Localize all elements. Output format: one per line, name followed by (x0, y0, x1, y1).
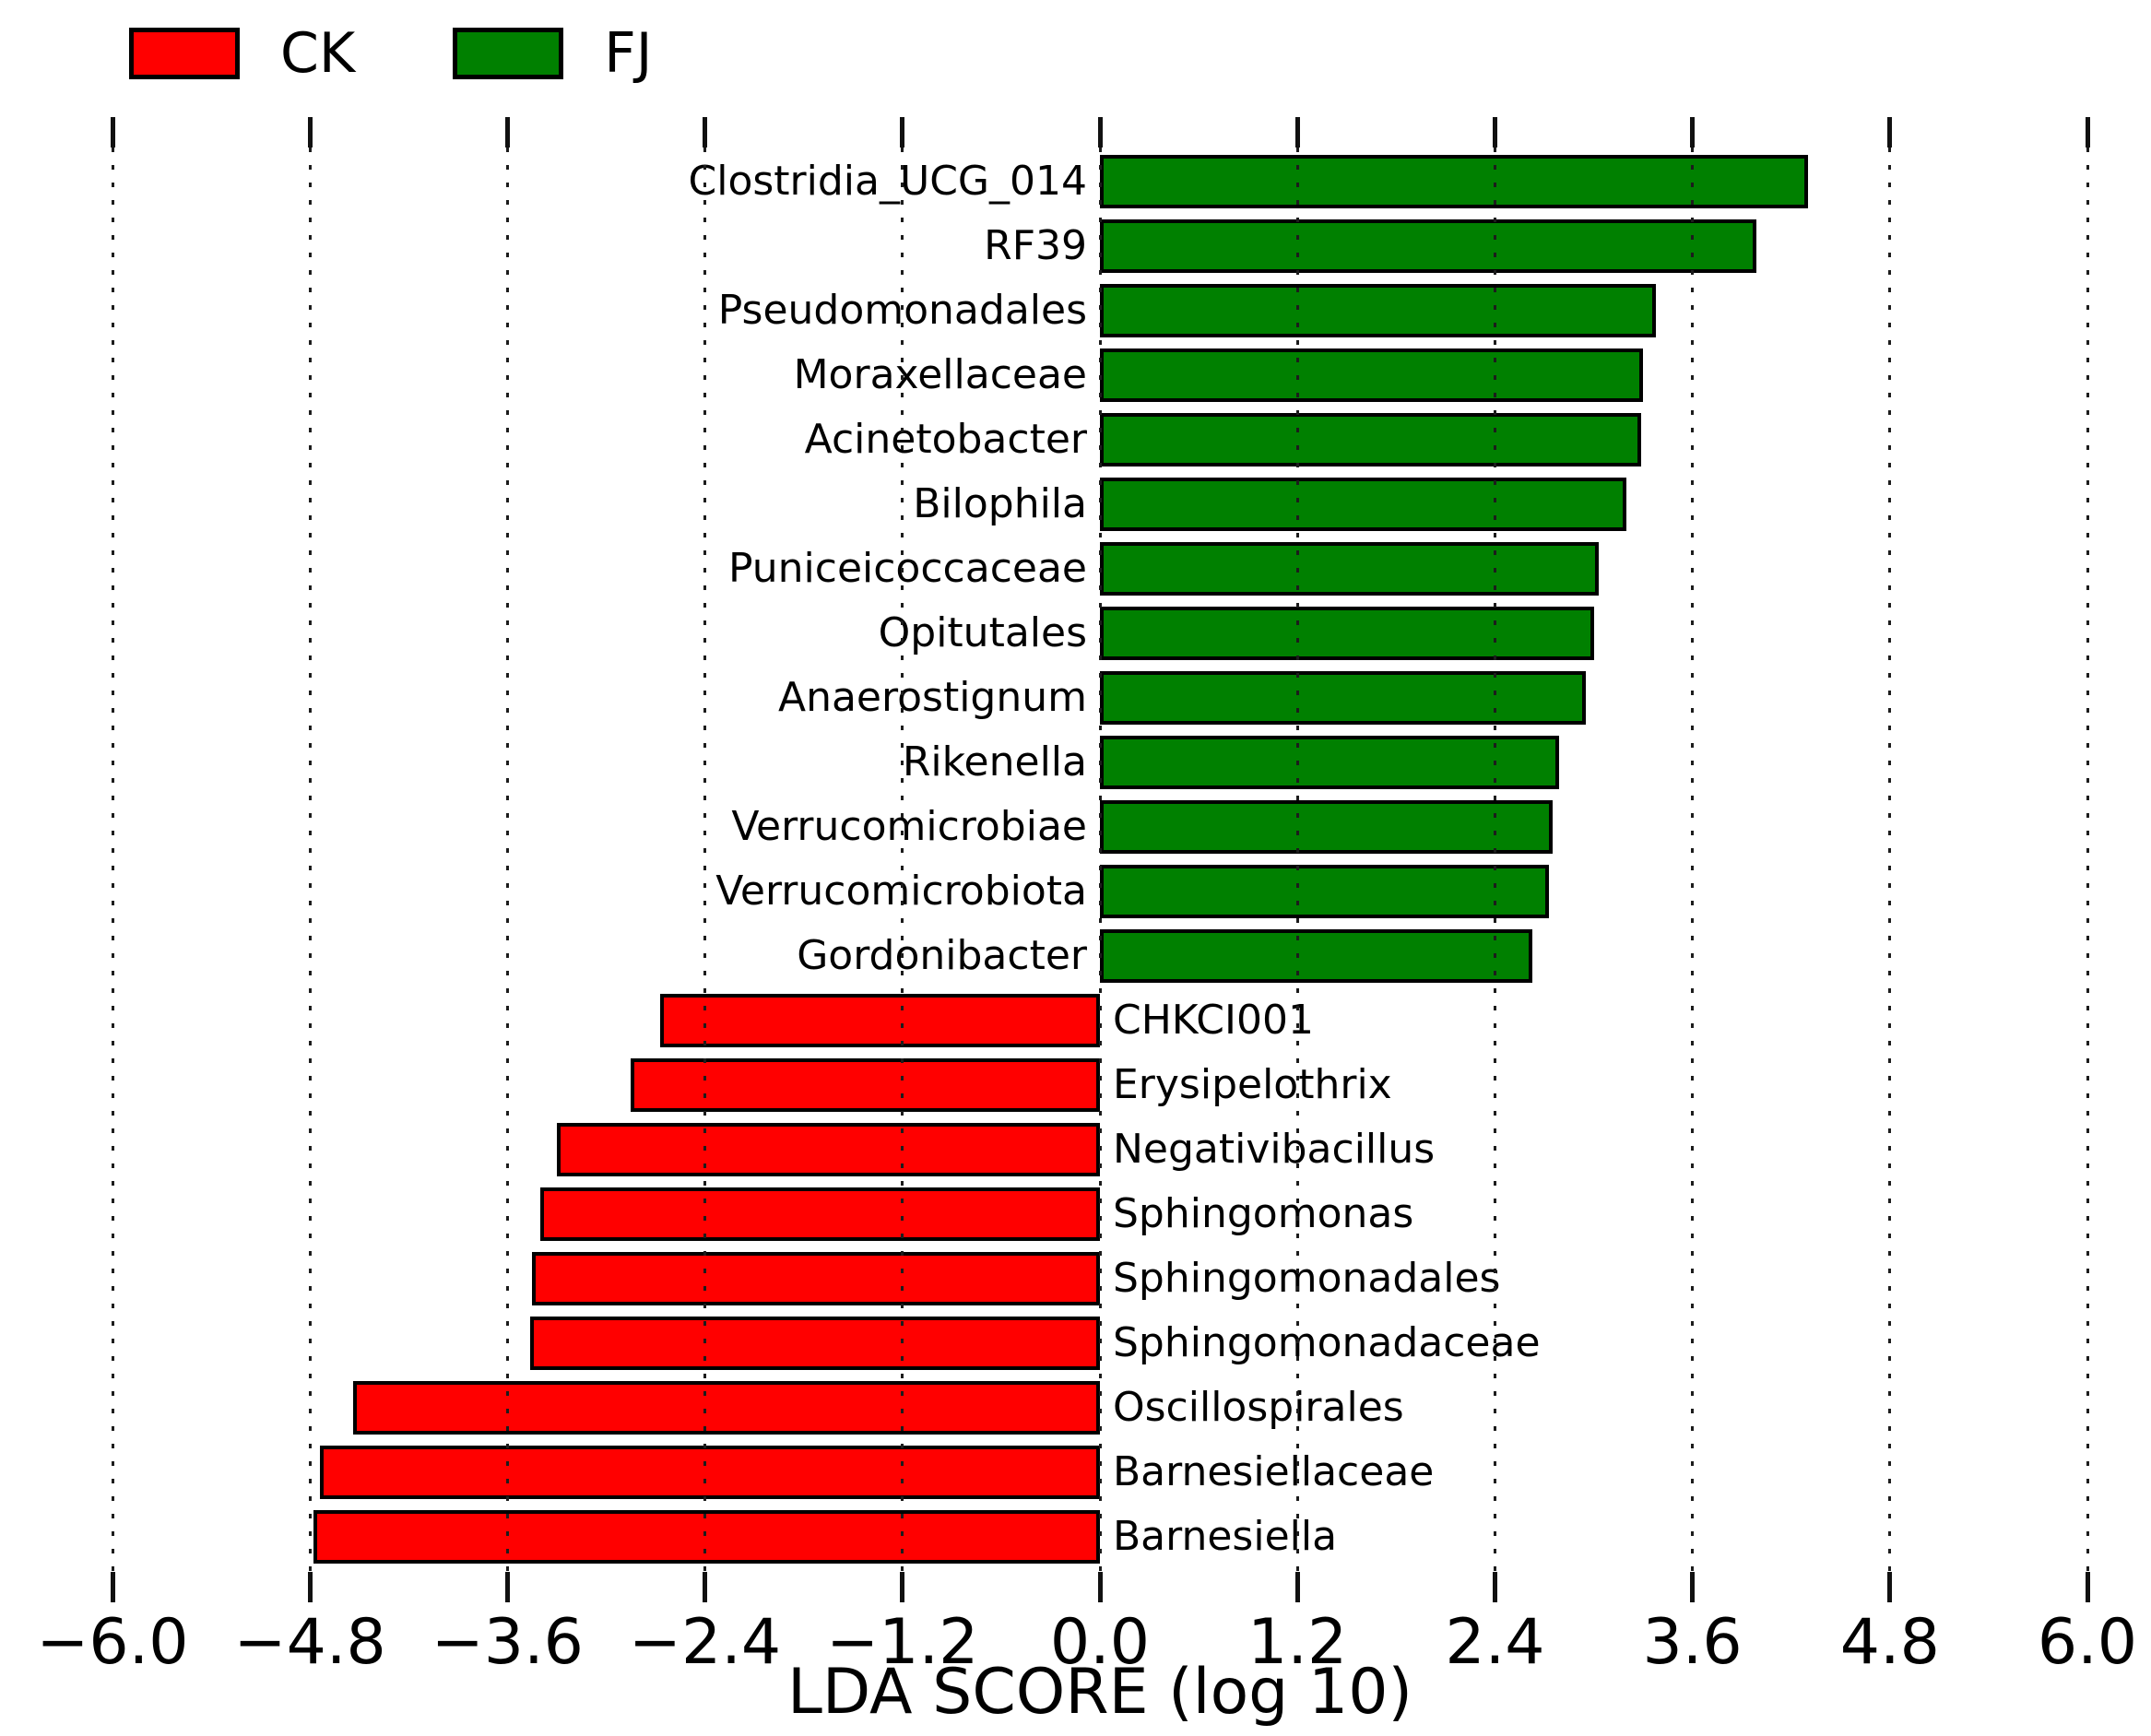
bar-label: Sphingomonadales (1113, 1255, 1501, 1302)
bar-fj (1100, 865, 1550, 918)
legend-swatch-fj (453, 28, 564, 79)
bar-label: Sphingomonas (1113, 1190, 1414, 1237)
bar-fj (1100, 155, 1808, 208)
bar-label: Acinetobacter (804, 416, 1087, 463)
legend-label-fj: FJ (604, 21, 653, 86)
x-tick-bottom (307, 1572, 313, 1602)
x-tick-bottom (1294, 1572, 1300, 1602)
x-tick-bottom (703, 1572, 708, 1602)
bar-fj (1100, 929, 1533, 983)
bar-ck (556, 1123, 1100, 1176)
bar-label: Moraxellaceae (793, 351, 1087, 398)
bar-label: RF39 (984, 222, 1087, 269)
x-tick-label: −2.4 (629, 1606, 782, 1679)
x-tick-label: 0.0 (1049, 1606, 1151, 1679)
gridline (1493, 148, 1496, 1572)
x-tick-top (1294, 117, 1300, 148)
bar-label: Erysipelothrix (1113, 1061, 1392, 1108)
bar-label: Rikenella (902, 738, 1087, 785)
gridline (111, 148, 114, 1572)
x-tick-bottom (900, 1572, 905, 1602)
x-tick-bottom (1492, 1572, 1497, 1602)
bar-ck (530, 1317, 1100, 1370)
x-tick-bottom (2085, 1572, 2090, 1602)
bar-label: Oscillospirales (1113, 1384, 1404, 1431)
x-tick-top (703, 117, 708, 148)
x-tick-top (1492, 117, 1497, 148)
bar-label: Barnesiellaceae (1113, 1448, 1435, 1495)
gridline (1691, 148, 1695, 1572)
x-tick-label: −3.6 (431, 1606, 584, 1679)
legend-item-fj: FJ (453, 26, 652, 81)
x-tick-label: −1.2 (826, 1606, 979, 1679)
x-tick-label: 4.8 (1839, 1606, 1940, 1679)
bar-fj (1100, 348, 1644, 402)
x-tick-top (1097, 117, 1103, 148)
x-tick-bottom (1887, 1572, 1893, 1602)
x-tick-top (110, 117, 115, 148)
x-tick-bottom (504, 1572, 510, 1602)
legend-label-ck: CK (280, 21, 356, 86)
x-tick-label: −4.8 (233, 1606, 386, 1679)
bar-ck (660, 994, 1100, 1047)
bar-fj (1100, 800, 1553, 854)
x-tick-top (1887, 117, 1893, 148)
legend: CK FJ (129, 26, 652, 81)
x-tick-label: 1.2 (1247, 1606, 1348, 1679)
x-axis-title: LDA SCORE (log 10) (786, 1656, 1413, 1729)
x-tick-bottom (1690, 1572, 1696, 1602)
x-tick-top (504, 117, 510, 148)
bar-label: Anaerostignum (777, 674, 1087, 721)
gridline (1888, 148, 1892, 1572)
bar-ck (540, 1187, 1100, 1241)
bar-ck (631, 1058, 1100, 1112)
x-tick-top (1690, 117, 1696, 148)
bar-label: CHKCI001 (1113, 997, 1314, 1044)
bar-ck (319, 1446, 1100, 1499)
bar-fj (1100, 219, 1757, 273)
x-tick-top (900, 117, 905, 148)
bar-fj (1100, 607, 1594, 660)
legend-swatch-ck (129, 28, 240, 79)
x-tick-top (2085, 117, 2090, 148)
bar-label: Negativibacillus (1113, 1126, 1436, 1173)
bar-label: Clostridia_UCG_014 (688, 158, 1087, 205)
x-tick-top (307, 117, 313, 148)
bar-ck (352, 1381, 1100, 1435)
x-tick-label: 2.4 (1445, 1606, 1545, 1679)
bar-fj (1100, 736, 1559, 789)
bar-ck (532, 1252, 1100, 1305)
bar-fj (1100, 413, 1642, 466)
gridline (1098, 148, 1102, 1572)
x-tick-label: 3.6 (1642, 1606, 1743, 1679)
gridline (308, 148, 312, 1572)
gridline (2086, 148, 2089, 1572)
bar-label: Verrucomicrobiae (731, 803, 1087, 850)
x-tick-label: 6.0 (2037, 1606, 2138, 1679)
gridline (505, 148, 509, 1572)
bar-label: Gordonibacter (797, 932, 1087, 979)
bar-fj (1100, 284, 1657, 337)
bar-fj (1100, 542, 1599, 596)
gridline (703, 148, 707, 1572)
legend-item-ck: CK (129, 26, 355, 81)
bar-ck (313, 1510, 1100, 1564)
x-tick-bottom (110, 1572, 115, 1602)
bar-label: Bilophila (913, 480, 1087, 527)
x-tick-label: −6.0 (36, 1606, 189, 1679)
bar-label: Barnesiella (1113, 1513, 1338, 1560)
x-tick-bottom (1097, 1572, 1103, 1602)
bar-fj (1100, 478, 1627, 531)
bar-label: Opitutales (878, 609, 1087, 656)
gridline (901, 148, 904, 1572)
bar-label: Puniceicoccaceae (728, 545, 1087, 592)
bar-label: Sphingomonadaceae (1113, 1319, 1541, 1366)
bar-fj (1100, 671, 1586, 725)
gridline (1295, 148, 1299, 1572)
